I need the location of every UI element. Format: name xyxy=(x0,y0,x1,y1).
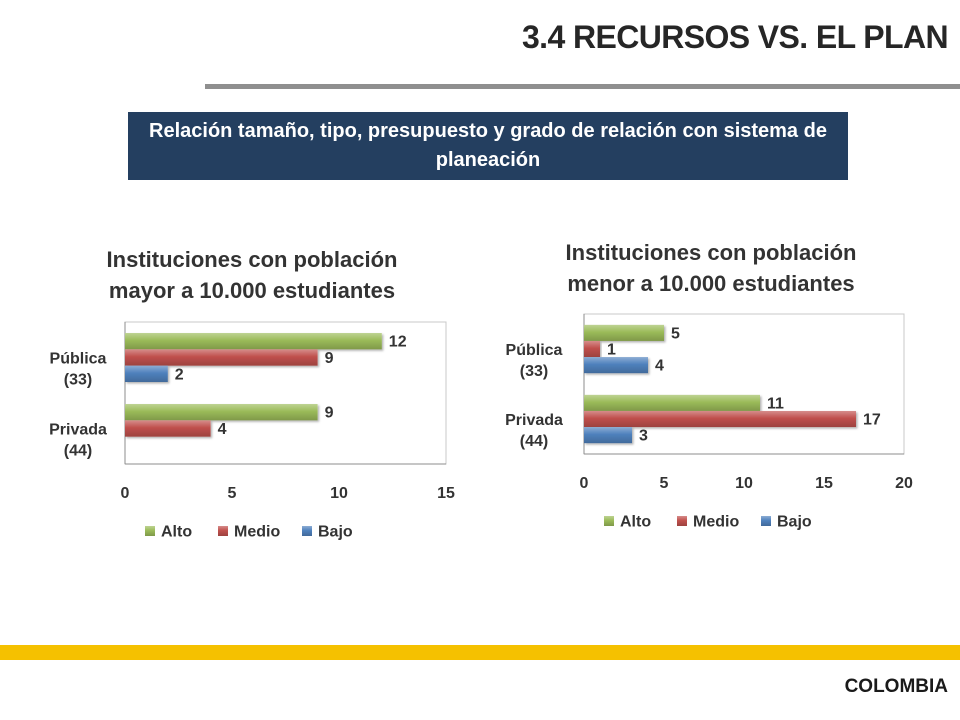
x-tick-label: 5 xyxy=(660,475,669,492)
bar-privada-medio xyxy=(125,420,211,437)
category-label-privada: Privada (44) xyxy=(505,412,563,450)
data-label: 9 xyxy=(325,405,334,422)
chart-left: Pública (33) 12 9 2 Privada (44) 9 4 0 5 10 15 Alto Me… xyxy=(49,321,455,541)
title-rule xyxy=(205,84,960,89)
data-label: 2 xyxy=(175,366,184,383)
data-label: 1 xyxy=(607,342,616,359)
bar-publica-bajo xyxy=(125,365,168,382)
footer-band xyxy=(0,645,960,660)
category-label-line: Privada xyxy=(49,422,107,439)
legend-item-alto: Alto xyxy=(145,524,192,541)
legend-label: Bajo xyxy=(777,514,812,531)
legend-swatch xyxy=(761,516,771,526)
x-tick-label: 10 xyxy=(735,475,753,492)
bar-privada-alto xyxy=(125,404,318,421)
legend-label: Alto xyxy=(620,514,651,531)
footer-country: COLOMBIA xyxy=(844,676,948,697)
bar-publica-medio xyxy=(584,340,600,358)
data-label: 4 xyxy=(655,358,664,375)
x-tick-label: 10 xyxy=(330,485,348,502)
chart-right: Pública (33) 5 1 4 Privada (44) 11 17 3 0 5 10 15 20 Al… xyxy=(505,313,913,531)
bar-publica-medio xyxy=(125,349,318,366)
x-tick-label: 5 xyxy=(228,485,237,502)
category-label-line: (33) xyxy=(520,363,548,380)
legend: Alto Medio Bajo xyxy=(145,524,353,541)
category-label-line: Pública xyxy=(50,351,107,368)
data-label: 3 xyxy=(639,428,648,445)
category-label-publica: Pública (33) xyxy=(506,342,563,380)
legend-swatch xyxy=(145,526,155,536)
chart-left-title: Instituciones con población mayor a 10.0… xyxy=(106,247,398,303)
x-tick-label: 15 xyxy=(815,475,833,492)
bar-privada-medio xyxy=(584,410,856,428)
legend-swatch xyxy=(677,516,687,526)
legend-item-bajo: Bajo xyxy=(761,514,812,531)
data-label: 9 xyxy=(325,350,334,367)
legend-swatch xyxy=(604,516,614,526)
legend-label: Medio xyxy=(693,514,739,531)
bar-publica-alto xyxy=(125,333,382,350)
slide-title: 3.4 RECURSOS VS. EL PLAN xyxy=(521,19,949,55)
category-label-line: Pública xyxy=(506,342,563,359)
legend-label: Alto xyxy=(161,524,192,541)
banner-text: Relación tamaño, tipo, presupuesto y gra… xyxy=(149,120,827,171)
legend-item-alto: Alto xyxy=(604,514,651,531)
legend-label: Medio xyxy=(234,524,280,541)
data-label: 11 xyxy=(767,395,784,412)
legend: Alto Medio Bajo xyxy=(604,514,812,531)
bar-publica-alto xyxy=(584,324,664,341)
chart-right-title: Instituciones con población menor a 10.0… xyxy=(565,240,857,296)
legend-item-medio: Medio xyxy=(677,514,739,531)
legend-swatch xyxy=(302,526,312,536)
category-label-line: (44) xyxy=(520,433,548,450)
x-tick-label: 0 xyxy=(121,485,130,502)
category-label-privada: Privada (44) xyxy=(49,422,107,460)
legend-item-medio: Medio xyxy=(218,524,280,541)
x-tick-label: 0 xyxy=(580,475,589,492)
x-tick-label: 15 xyxy=(437,485,455,502)
category-label-line: (33) xyxy=(64,372,92,389)
legend-label: Bajo xyxy=(318,524,353,541)
bar-privada-bajo xyxy=(584,427,632,444)
bar-publica-bajo xyxy=(584,357,648,374)
category-label-line: Privada xyxy=(505,412,563,429)
data-label: 5 xyxy=(671,325,680,342)
subtitle-banner: Relación tamaño, tipo, presupuesto y gra… xyxy=(128,112,848,180)
data-label: 17 xyxy=(863,412,881,429)
category-label-publica: Pública (33) xyxy=(50,351,107,389)
x-tick-label: 20 xyxy=(895,475,913,492)
bar-privada-alto xyxy=(584,394,760,411)
legend-item-bajo: Bajo xyxy=(302,524,353,541)
category-label-line: (44) xyxy=(64,443,92,460)
data-label: 12 xyxy=(389,334,407,351)
legend-swatch xyxy=(218,526,228,536)
data-label: 4 xyxy=(218,421,227,438)
